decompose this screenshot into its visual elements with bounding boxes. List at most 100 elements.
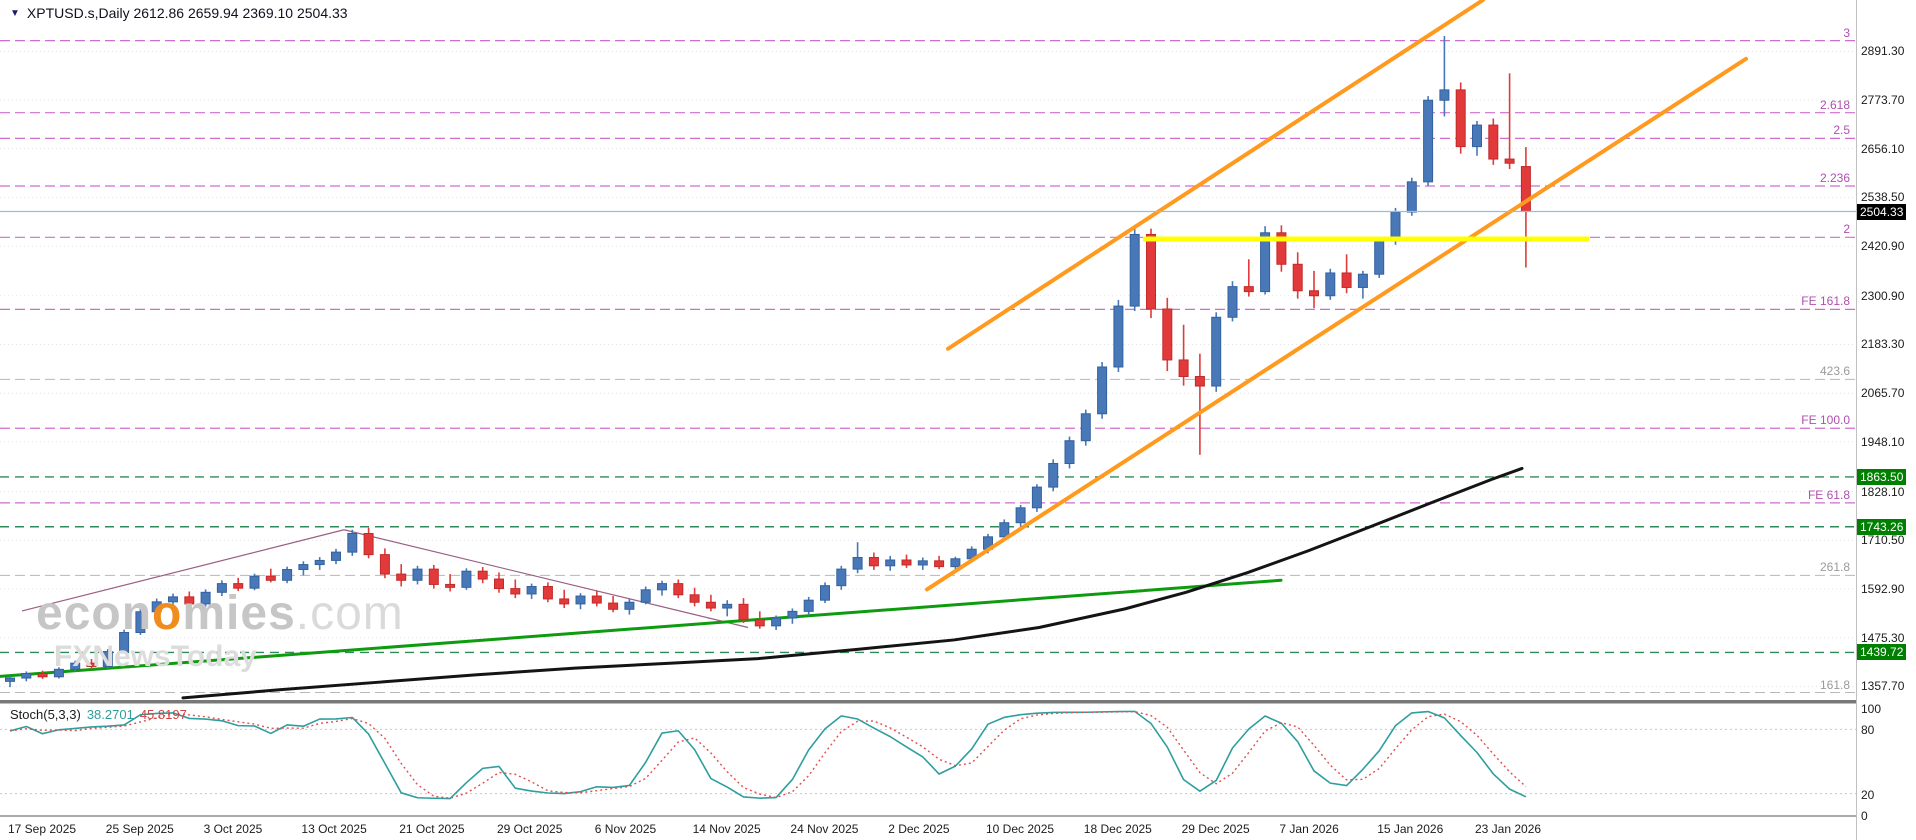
- candle-body: [1292, 263, 1303, 292]
- support-levels-layer: [0, 476, 1856, 654]
- chart-dropdown-icon[interactable]: ▼: [10, 8, 20, 19]
- date-tick-label: 24 Nov 2025: [790, 822, 859, 836]
- candle-body: [608, 602, 619, 610]
- candle-body: [298, 564, 309, 571]
- stoch-signal-line: [9, 710, 1527, 799]
- price-tick-label: 1710.50: [1861, 533, 1905, 548]
- candle-body: [1031, 486, 1042, 509]
- candle-body: [135, 611, 146, 633]
- candle-body: [836, 568, 847, 587]
- candle-body: [738, 603, 749, 621]
- candle: [657, 580, 667, 596]
- price-axis[interactable]: 2891.30 2773.70 2656.10 2538.50 2420.90 2300.…: [1856, 0, 1916, 840]
- candle: [363, 527, 374, 559]
- time-axis[interactable]: 17 Sep 2025 25 Sep 2025 3 Oct 2025 13 Oct 2…: [0, 821, 1856, 840]
- candle-body: [705, 601, 716, 609]
- candle-body: [5, 677, 15, 682]
- candle: [461, 568, 472, 590]
- candle-body: [1325, 272, 1336, 297]
- candle-body: [673, 583, 684, 596]
- symbol-ohlc-text: XPTUSD.s,Daily 2612.86 2659.94 2369.10 2…: [26, 5, 348, 21]
- candle-body: [1129, 233, 1140, 307]
- candle-body: [917, 560, 928, 566]
- date-tick-label: 13 Oct 2025: [301, 822, 367, 836]
- candle: [510, 579, 521, 599]
- candle: [1162, 297, 1173, 372]
- candle: [428, 564, 439, 589]
- candle: [836, 565, 847, 590]
- candle-body: [1488, 124, 1499, 160]
- symbol-legend: ▼ XPTUSD.s,Daily 2612.86 2659.94 2369.10 …: [10, 5, 348, 21]
- candle-body: [803, 599, 814, 612]
- candle-body: [591, 595, 602, 604]
- candle: [1504, 73, 1515, 169]
- watermark-subtitle: FXNewsToday: [54, 640, 257, 673]
- candle: [282, 566, 293, 584]
- candle-body: [852, 557, 863, 570]
- candle: [298, 561, 309, 576]
- candle: [494, 572, 504, 593]
- price-tick-label: 2773.70: [1861, 92, 1905, 107]
- candle-body: [233, 583, 244, 589]
- candle-body: [1080, 413, 1091, 442]
- price-tick-label: 2065.70: [1861, 386, 1905, 401]
- watermark-accent-letter: o: [152, 587, 183, 640]
- candle-body: [510, 588, 521, 595]
- indicator-name: Stoch(5,3,3): [10, 707, 81, 722]
- candle: [1048, 459, 1059, 492]
- candle-body: [868, 557, 879, 567]
- candle: [216, 580, 227, 597]
- candle-body: [1439, 89, 1450, 101]
- candle: [168, 593, 178, 609]
- candle-body: [151, 601, 162, 613]
- candle-body: [428, 568, 439, 585]
- watermark: economies.com FXNewsToday: [36, 590, 404, 672]
- candle: [1520, 147, 1531, 268]
- candle-body: [200, 591, 211, 605]
- candle: [21, 671, 32, 682]
- candle-body: [1357, 273, 1368, 288]
- candle-body: [820, 585, 830, 601]
- candle-body: [722, 603, 733, 609]
- candle: [53, 667, 64, 679]
- date-tick-label: 14 Nov 2025: [692, 822, 761, 836]
- stoch-tick-label: 0: [1861, 809, 1868, 823]
- candle: [151, 598, 162, 616]
- candle: [396, 564, 407, 587]
- date-tick-label: 2 Dec 2025: [888, 822, 950, 836]
- candle: [1113, 299, 1124, 372]
- candle-body: [689, 594, 700, 603]
- date-tick-label: 23 Jan 2026: [1475, 822, 1542, 836]
- wedge-trendline: [343, 529, 749, 629]
- stoch-tick-label: 80: [1861, 723, 1875, 738]
- candle: [673, 579, 684, 599]
- candle: [233, 577, 244, 592]
- candle: [1015, 504, 1026, 527]
- candle: [608, 596, 619, 613]
- stoch-tick-label: 100: [1861, 702, 1882, 716]
- date-tick-label: 17 Sep 2025: [8, 822, 77, 836]
- indicator-main-value: 38.2701: [86, 707, 134, 722]
- date-tick-label: 29 Oct 2025: [497, 822, 563, 836]
- candle-body: [53, 668, 64, 678]
- candle: [624, 598, 635, 615]
- candle: [135, 608, 146, 635]
- candle-body: [21, 672, 32, 679]
- candle-body: [249, 575, 260, 589]
- candle: [1341, 254, 1352, 294]
- price-tick-label: 1828.10: [1861, 484, 1905, 499]
- channel-layer: [925, 0, 1748, 592]
- candle-body: [282, 569, 293, 581]
- candle-body: [1227, 286, 1238, 318]
- candle: [70, 660, 81, 672]
- candle: [1292, 252, 1303, 299]
- candle-body: [1455, 89, 1466, 148]
- candle-body: [624, 601, 635, 610]
- candle-body: [216, 583, 227, 593]
- candle: [477, 567, 488, 584]
- price-tick-label: 1475.30: [1861, 630, 1905, 645]
- date-tick-label: 15 Jan 2026: [1377, 822, 1444, 836]
- candle-body: [657, 583, 667, 591]
